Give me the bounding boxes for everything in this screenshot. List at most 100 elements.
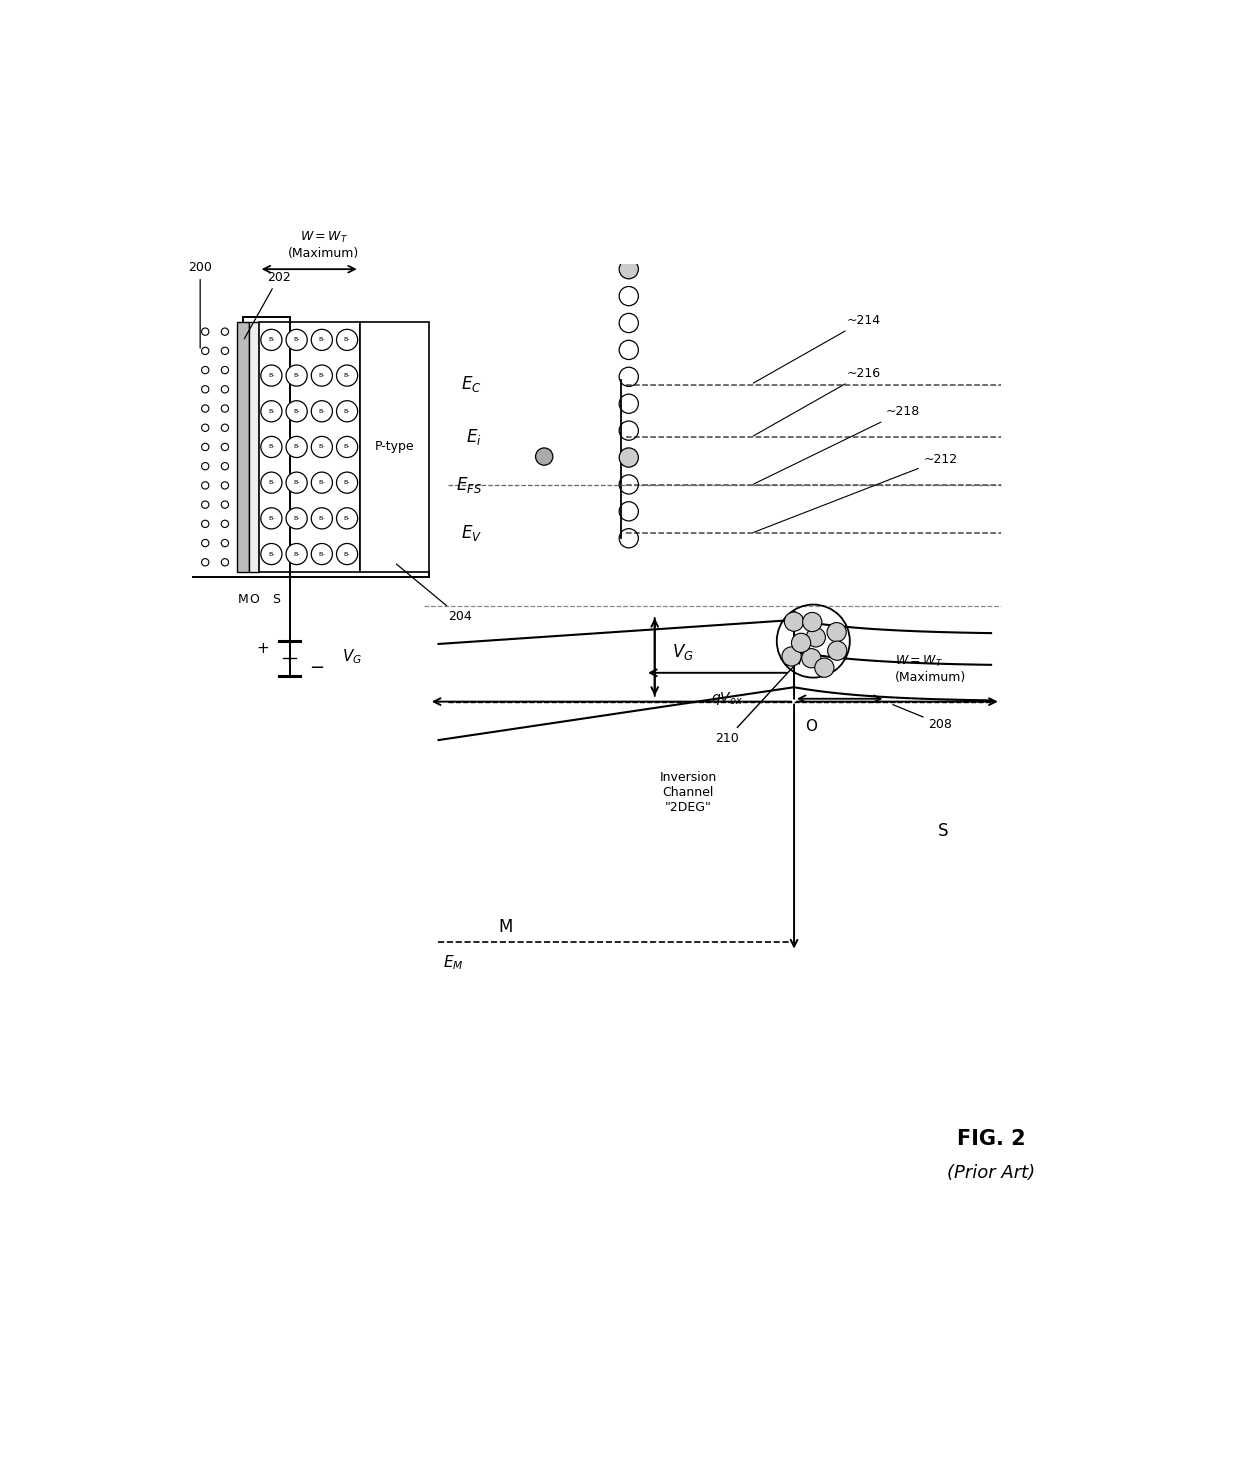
Circle shape — [619, 260, 639, 279]
Text: B-: B- — [343, 409, 351, 414]
Text: B-: B- — [294, 552, 300, 556]
Text: S: S — [937, 823, 949, 841]
Circle shape — [260, 364, 281, 386]
Circle shape — [311, 543, 332, 565]
Text: B-: B- — [294, 481, 300, 485]
Text: B-: B- — [268, 409, 274, 414]
Text: B-: B- — [268, 552, 274, 556]
Circle shape — [815, 658, 835, 677]
Text: B-: B- — [343, 373, 351, 378]
Text: 200: 200 — [188, 261, 212, 348]
Circle shape — [286, 364, 308, 386]
Circle shape — [311, 472, 332, 493]
Text: ~218: ~218 — [754, 406, 920, 484]
Text: O: O — [806, 718, 817, 735]
Circle shape — [827, 642, 847, 661]
Text: B-: B- — [268, 444, 274, 450]
Text: 210: 210 — [715, 659, 801, 745]
Circle shape — [286, 543, 308, 565]
Circle shape — [260, 507, 281, 530]
Circle shape — [336, 472, 357, 493]
Circle shape — [311, 507, 332, 530]
Circle shape — [336, 543, 357, 565]
Text: O: O — [249, 593, 259, 606]
Text: B-: B- — [343, 481, 351, 485]
Text: ~214: ~214 — [753, 314, 882, 384]
Text: B-: B- — [268, 481, 274, 485]
Circle shape — [336, 401, 357, 422]
Text: $qV_{ox}$: $qV_{ox}$ — [711, 690, 743, 707]
Circle shape — [260, 401, 281, 422]
Text: FIG. 2: FIG. 2 — [957, 1128, 1025, 1149]
Text: B-: B- — [319, 338, 325, 342]
Text: B-: B- — [343, 338, 351, 342]
Bar — [360, 322, 429, 572]
Text: $W = W_T$
(Maximum): $W = W_T$ (Maximum) — [288, 230, 360, 260]
Text: $V_G$: $V_G$ — [342, 648, 362, 665]
Circle shape — [260, 543, 281, 565]
Text: 208: 208 — [893, 705, 952, 730]
Circle shape — [336, 329, 357, 351]
Text: B-: B- — [319, 444, 325, 450]
Text: B-: B- — [294, 373, 300, 378]
Text: $-$: $-$ — [309, 656, 324, 676]
Text: B-: B- — [319, 481, 325, 485]
Bar — [237, 322, 249, 572]
Text: B-: B- — [294, 338, 300, 342]
Circle shape — [286, 401, 308, 422]
Circle shape — [311, 437, 332, 457]
Text: M: M — [238, 593, 248, 606]
Circle shape — [286, 472, 308, 493]
Text: B-: B- — [319, 373, 325, 378]
Circle shape — [782, 648, 801, 667]
Text: S: S — [272, 593, 280, 606]
Circle shape — [336, 364, 357, 386]
Text: $E_{FS}$: $E_{FS}$ — [455, 475, 481, 496]
Text: B-: B- — [268, 516, 274, 521]
Text: M: M — [498, 919, 513, 937]
Circle shape — [311, 401, 332, 422]
Text: B-: B- — [294, 516, 300, 521]
Circle shape — [827, 622, 846, 642]
Circle shape — [311, 329, 332, 351]
Text: B-: B- — [294, 409, 300, 414]
Circle shape — [336, 437, 357, 457]
Text: B-: B- — [319, 552, 325, 556]
Text: P-type: P-type — [374, 441, 414, 453]
Circle shape — [260, 329, 281, 351]
Bar — [249, 322, 259, 572]
Text: $E_i$: $E_i$ — [466, 428, 481, 447]
Text: B-: B- — [268, 373, 274, 378]
Text: B-: B- — [268, 338, 274, 342]
Circle shape — [536, 448, 553, 465]
Text: B-: B- — [343, 444, 351, 450]
Circle shape — [336, 507, 357, 530]
Text: B-: B- — [319, 516, 325, 521]
Circle shape — [802, 649, 821, 668]
Text: 204: 204 — [397, 563, 472, 624]
Text: $V_G$: $V_G$ — [672, 642, 694, 662]
Text: Inversion
Channel
"2DEG": Inversion Channel "2DEG" — [660, 771, 717, 814]
Circle shape — [260, 472, 281, 493]
Text: ~216: ~216 — [753, 367, 882, 437]
Text: $E_M$: $E_M$ — [443, 953, 464, 972]
Text: 202: 202 — [244, 270, 290, 339]
Circle shape — [286, 329, 308, 351]
Bar — [259, 322, 360, 572]
Text: +: + — [257, 642, 269, 656]
Text: B-: B- — [294, 444, 300, 450]
Text: B-: B- — [343, 516, 351, 521]
Text: $E_V$: $E_V$ — [460, 524, 481, 543]
Circle shape — [802, 612, 822, 631]
Text: $W = W_T$
(Maximum): $W = W_T$ (Maximum) — [895, 655, 966, 684]
Text: B-: B- — [343, 552, 351, 556]
Circle shape — [311, 364, 332, 386]
Circle shape — [286, 437, 308, 457]
Circle shape — [806, 628, 826, 648]
Circle shape — [286, 507, 308, 530]
Circle shape — [785, 612, 804, 631]
Circle shape — [260, 437, 281, 457]
Circle shape — [791, 633, 811, 652]
Text: $E_C$: $E_C$ — [461, 375, 481, 394]
Text: B-: B- — [319, 409, 325, 414]
